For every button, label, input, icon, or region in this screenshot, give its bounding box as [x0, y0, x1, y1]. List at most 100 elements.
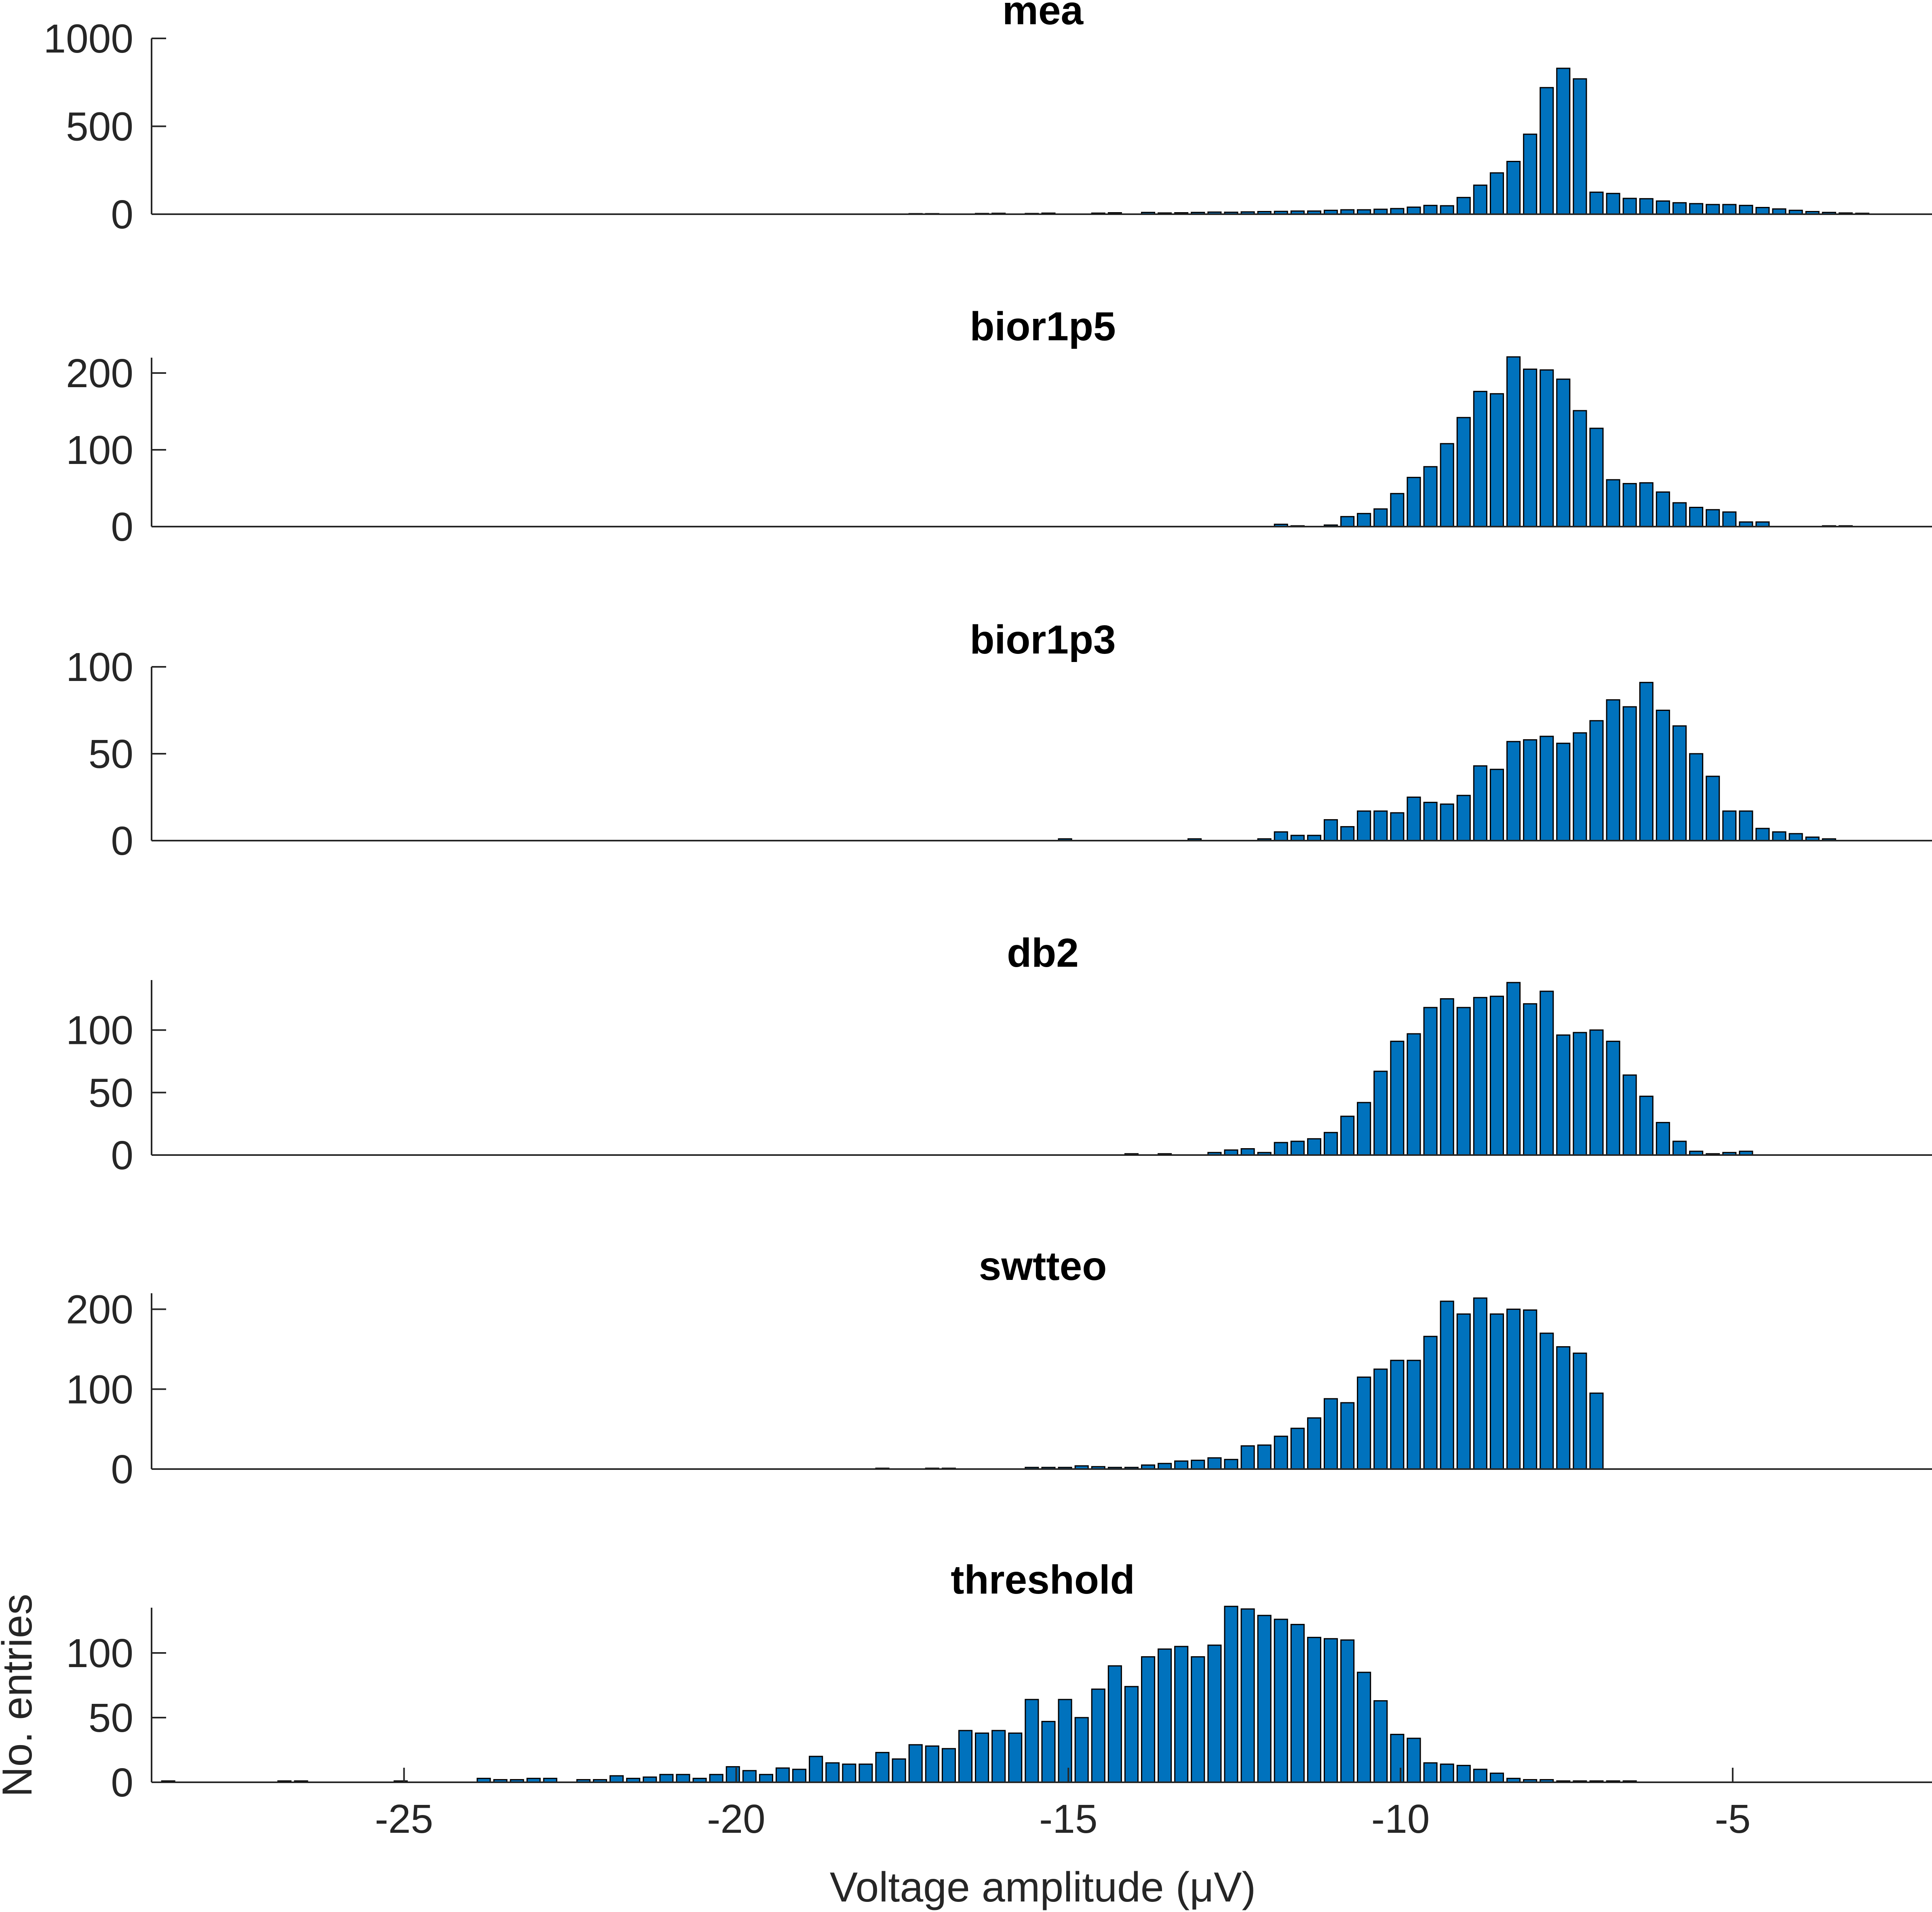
histogram-bar: [759, 1774, 774, 1783]
histogram-bar: [1489, 1313, 1504, 1470]
histogram-bar: [1058, 1699, 1072, 1783]
histogram-bar: [1174, 1646, 1189, 1783]
histogram-bar: [925, 1745, 939, 1783]
histogram-bar: [1556, 742, 1571, 841]
histogram-bar: [1074, 1717, 1089, 1783]
histogram-bar: [1407, 1360, 1421, 1470]
histogram-bar: [1739, 204, 1753, 215]
histogram-bar: [1722, 810, 1737, 841]
histogram-bar: [1755, 828, 1770, 841]
histogram-bar: [1407, 476, 1421, 527]
histogram-bar: [1706, 776, 1720, 841]
histogram-bar: [610, 1775, 624, 1783]
histogram-bar: [1622, 706, 1637, 841]
histogram-bar: [1489, 172, 1504, 215]
histogram-bar: [1573, 732, 1587, 841]
y-tick-label: 0: [111, 192, 133, 237]
histogram-bar: [1639, 198, 1654, 215]
histogram-bar: [1357, 810, 1371, 841]
y-tick-label: 0: [111, 818, 133, 864]
histogram-bar: [1307, 1637, 1321, 1783]
histogram-bar: [775, 1767, 790, 1783]
histogram-bar: [1523, 739, 1538, 841]
histogram-bar: [1274, 1142, 1288, 1156]
histogram-bar: [1340, 516, 1355, 527]
histogram-bar: [858, 1763, 873, 1783]
histogram-bar: [1606, 1041, 1620, 1156]
panel-title: swtteo: [979, 1244, 1107, 1289]
histogram-bar: [1407, 797, 1421, 841]
histogram-bar: [1706, 204, 1720, 215]
histogram-bar: [1340, 1639, 1355, 1783]
histogram-bar: [1423, 1336, 1438, 1470]
histogram-bar: [1489, 393, 1504, 527]
histogram-bar: [1672, 1140, 1687, 1156]
histogram-bar: [1639, 1096, 1654, 1156]
histogram-bar: [1656, 200, 1670, 215]
histogram-bar: [809, 1756, 823, 1783]
histogram-bar: [1423, 1007, 1438, 1156]
histogram-bar: [1573, 1032, 1587, 1156]
panel-title: bior1p5: [970, 304, 1116, 349]
histogram-bar: [1523, 1309, 1538, 1470]
histogram-bar: [1689, 203, 1704, 215]
histogram-bar: [1440, 998, 1454, 1156]
histogram-bar: [1689, 753, 1704, 841]
histogram-bar: [709, 1774, 723, 1783]
histogram-bar: [1390, 812, 1405, 841]
histogram-bar: [1656, 1122, 1670, 1156]
histogram-bar: [1622, 483, 1637, 527]
histogram-bar: [892, 1758, 906, 1783]
histogram-bar: [1158, 1463, 1172, 1470]
histogram-bar: [1639, 482, 1654, 527]
histogram-bar: [1622, 198, 1637, 215]
histogram-bar: [1573, 410, 1587, 527]
panel-bior1p3: bior1p3 0 50 100: [66, 617, 1932, 864]
histogram-bar: [1240, 1148, 1255, 1156]
histogram-bar: [1722, 511, 1737, 527]
histogram-bar: [1373, 1700, 1388, 1783]
y-tick-label: 500: [66, 104, 133, 150]
histogram-bar: [1639, 682, 1654, 841]
shared-x-axis: -25 -20 -15 -10 -5: [375, 1768, 1751, 1842]
histogram-bar: [1191, 1459, 1205, 1470]
histogram-bar: [1124, 1686, 1139, 1783]
histogram-bar: [1606, 193, 1620, 215]
y-axis-label: No. entries: [0, 1594, 41, 1797]
histogram-bar: [1456, 1764, 1471, 1783]
histogram-bar: [842, 1763, 856, 1783]
histogram-bar: [1158, 1648, 1172, 1783]
histogram-bar: [1373, 810, 1388, 841]
histogram-bar: [1589, 1392, 1604, 1470]
histogram-bar: [1440, 1301, 1454, 1470]
histogram-bar: [1274, 831, 1288, 841]
x-tick-label: -25: [375, 1796, 433, 1842]
histogram-bar: [1589, 1029, 1604, 1156]
y-tick-label: 50: [89, 1070, 133, 1115]
y-tick-label: 0: [111, 1133, 133, 1178]
histogram-bar: [1257, 1444, 1272, 1470]
histogram-bar: [1589, 720, 1604, 841]
y-tick-label: 200: [66, 1287, 133, 1332]
histogram-bar: [1423, 1762, 1438, 1783]
histogram-bar: [1340, 1115, 1355, 1156]
histogram-bar: [792, 1769, 807, 1783]
histogram-bar: [1473, 1297, 1487, 1470]
histogram-bar: [1473, 1769, 1487, 1783]
histogram-bar: [1207, 1644, 1222, 1783]
panel-threshold: threshold 0 50 100: [66, 1557, 1932, 1805]
histogram-bar: [742, 1770, 757, 1783]
histogram-bar: [941, 1748, 956, 1783]
histogram-bar: [1523, 369, 1538, 527]
histogram-bar: [1506, 356, 1521, 527]
histogram-bar: [1240, 1445, 1255, 1470]
y-tick-label: 100: [66, 1367, 133, 1412]
histogram-bar: [991, 1730, 1006, 1783]
histogram-bar: [1390, 1041, 1405, 1156]
histogram-bar: [1556, 1034, 1571, 1156]
histogram-bar: [1407, 207, 1421, 215]
histogram-bar: [1456, 795, 1471, 841]
histogram-bar: [1506, 741, 1521, 841]
y-tick-label: 100: [66, 1008, 133, 1053]
histogram-bar: [1489, 1773, 1504, 1783]
